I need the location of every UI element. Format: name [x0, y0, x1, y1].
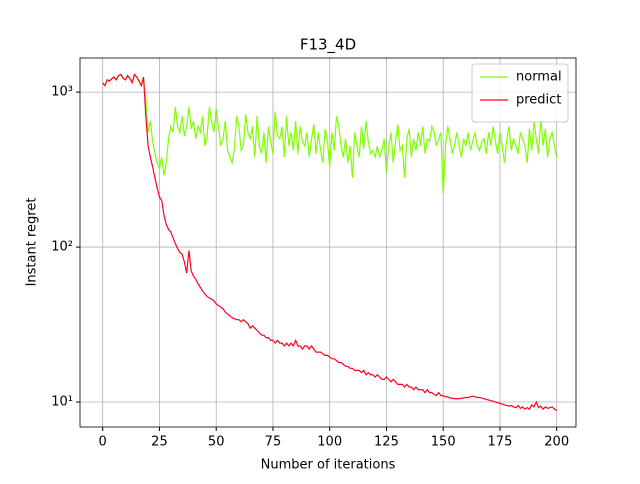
- y-tick-label: 10²: [51, 240, 73, 255]
- x-tick-label: 200: [544, 435, 569, 450]
- legend: normal predict: [471, 63, 569, 123]
- y-tick-label: 10³: [51, 85, 73, 100]
- x-tick-label: 150: [431, 435, 456, 450]
- series-line: [102, 73, 558, 195]
- x-axis-label: Number of iterations: [261, 458, 396, 473]
- legend-label: predict: [516, 93, 561, 108]
- chart-title: F13_4D: [300, 36, 356, 55]
- x-tick-label: 100: [317, 435, 342, 450]
- legend-box: [471, 63, 569, 123]
- x-tick-label: 125: [374, 435, 399, 450]
- x-tick-label: 50: [208, 435, 225, 450]
- x-tick-label: 175: [488, 435, 513, 450]
- legend-label: normal: [516, 70, 562, 85]
- plot-frame: [79, 57, 577, 428]
- x-tick-label: 75: [265, 435, 282, 450]
- y-axis-label: Instant regret: [25, 198, 40, 287]
- x-tick-label: 0: [99, 435, 107, 450]
- x-tick-label: 25: [151, 435, 168, 450]
- series-line: [102, 73, 558, 412]
- y-tick-label: 10¹: [51, 395, 73, 410]
